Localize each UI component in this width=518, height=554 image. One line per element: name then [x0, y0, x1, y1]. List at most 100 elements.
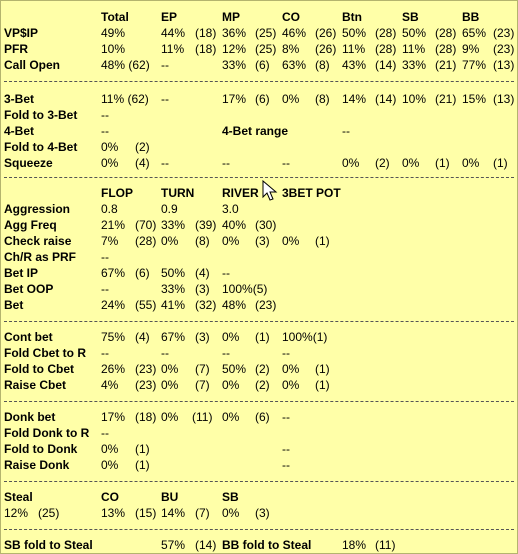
stat-value: 41%	[161, 298, 186, 312]
header-btn: Btn	[342, 10, 362, 24]
stat-count: (1)	[315, 378, 330, 392]
stat-count: (55)	[135, 298, 157, 312]
stat-count: (3)	[195, 330, 210, 344]
stat-count: (23)	[135, 378, 157, 392]
stat-value: 11%	[402, 42, 426, 56]
stat-value: 10%	[402, 92, 427, 106]
stat-label: Ch/R as PRF	[4, 250, 77, 264]
stat-count: (1)	[315, 234, 330, 248]
stat-count: (3)	[255, 234, 270, 248]
stat-value: 65%	[462, 26, 487, 40]
stat-value: 13%	[101, 506, 126, 520]
stat-value: 0%	[161, 362, 179, 376]
stat-value: 0%	[222, 330, 240, 344]
stat-label: VP$IP	[4, 26, 39, 40]
stat-value: 100%(5)	[222, 282, 268, 296]
bb-fold-to-steal-value: 18%	[342, 538, 367, 552]
stat-value: 0.9	[161, 202, 178, 216]
stat-count: (32)	[195, 298, 217, 312]
stat-count: (6)	[255, 58, 270, 72]
stat-value: 8%	[282, 42, 300, 56]
stat-value: 48%	[222, 298, 247, 312]
stat-value: 0%	[101, 156, 119, 170]
stat-count: (13)	[493, 92, 515, 106]
stat-count: (18)	[195, 26, 217, 40]
header-flop: FLOP	[101, 186, 133, 200]
stat-count: (28)	[375, 42, 397, 56]
stat-count: (23)	[493, 26, 515, 40]
four-bet-range-label: 4-Bet range	[222, 124, 289, 138]
stat-label: 4-Bet	[4, 124, 35, 138]
stat-value: 50%	[342, 26, 367, 40]
section-divider	[4, 481, 514, 482]
stat-value: 50%	[222, 362, 247, 376]
stat-count: (6)	[255, 410, 270, 424]
stat-value: 4%	[101, 378, 119, 392]
header-co: CO	[282, 10, 300, 24]
stat-count: (13)	[493, 58, 515, 72]
stat-value: 63%	[282, 58, 307, 72]
stat-label: PFR	[4, 42, 28, 56]
stat-value: 77%	[462, 58, 487, 72]
stat-value: 33%	[161, 282, 186, 296]
stat-count: (14)	[375, 92, 397, 106]
section-divider	[4, 81, 514, 82]
stat-count: (6)	[135, 266, 150, 280]
stat-count: (28)	[375, 26, 397, 40]
stat-label: Raise Cbet	[4, 378, 67, 392]
header-ep: EP	[161, 10, 178, 24]
stat-value: 36%	[222, 26, 247, 40]
stat-value: 0%	[222, 234, 240, 248]
stat-value: 24%	[101, 298, 126, 312]
header-bu: BU	[161, 490, 179, 504]
stat-value: 0%	[402, 156, 420, 170]
stat-value: 7%	[101, 234, 119, 248]
stat-label: Fold to Donk	[4, 442, 78, 456]
stat-value: 0%	[462, 156, 480, 170]
stat-count: (1)	[255, 330, 270, 344]
stat-value: --	[161, 156, 169, 170]
stat-count: (1)	[493, 156, 508, 170]
stat-label: 3-Bet	[4, 92, 35, 106]
stat-value: 0%	[101, 458, 119, 472]
stat-label: Donk bet	[4, 410, 56, 424]
stat-label: Fold to 3-Bet	[4, 108, 78, 122]
bb-fold-to-steal-label: BB fold to Steal	[222, 538, 312, 552]
stat-count: (7)	[195, 506, 210, 520]
stat-count: (26)	[315, 26, 337, 40]
stat-value: 11%	[161, 42, 185, 56]
stat-count: (70)	[135, 218, 157, 232]
stat-label: Fold Cbet to R	[4, 346, 86, 360]
stat-value: --	[101, 250, 109, 264]
stat-label: Bet IP	[4, 266, 39, 280]
stat-count: (3)	[255, 506, 270, 520]
stat-count: (25)	[255, 26, 277, 40]
section-divider	[4, 321, 514, 322]
stat-count: (7)	[195, 378, 210, 392]
stat-value: --	[282, 458, 290, 472]
stat-value: --	[101, 426, 109, 440]
stat-count: (4)	[135, 330, 150, 344]
stat-value: 33%	[222, 58, 247, 72]
stat-value: 14%	[161, 506, 186, 520]
stat-label: Squeeze	[4, 156, 53, 170]
stat-value: 0%	[222, 410, 240, 424]
stat-value: --	[222, 346, 230, 360]
stat-label: Bet	[4, 298, 24, 312]
stat-count: (14)	[375, 58, 397, 72]
stat-value: 0%	[222, 378, 240, 392]
section-divider	[4, 529, 514, 530]
stat-value: 11% (62)	[101, 92, 149, 106]
stat-count: (1)	[435, 156, 450, 170]
stat-count: (23)	[255, 298, 277, 312]
stat-count: (2)	[255, 362, 270, 376]
stat-value: 11%	[342, 42, 366, 56]
stat-value: 0%	[342, 156, 360, 170]
sb-fold-to-steal-value: 57%	[161, 538, 186, 552]
stat-value: 26%	[101, 362, 126, 376]
stat-count: (2)	[375, 156, 390, 170]
stat-count: (15)	[135, 506, 157, 520]
header-sb: SB	[402, 10, 419, 24]
stat-value: 46%	[282, 26, 307, 40]
header-mp: MP	[222, 10, 240, 24]
